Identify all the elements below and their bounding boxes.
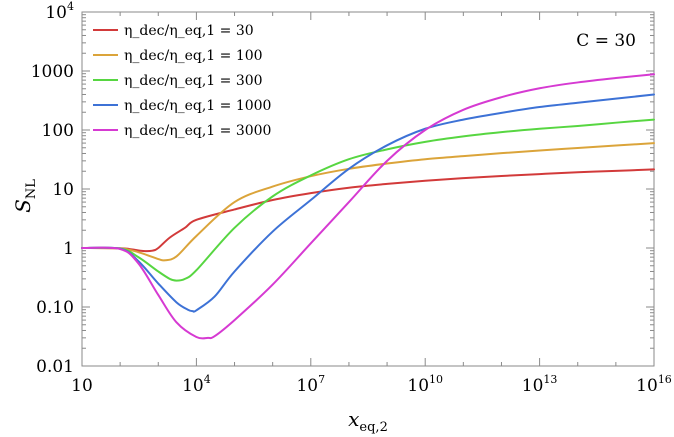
tick-marks bbox=[81, 11, 655, 367]
series-line-1 bbox=[81, 168, 655, 253]
legend-label-5: η_dec/η_eq,1 = 3000 bbox=[124, 123, 271, 139]
x-tick-label: 1010 bbox=[407, 373, 443, 396]
x-tick-label: 104 bbox=[182, 373, 211, 396]
x-tick-label: 1013 bbox=[522, 373, 558, 396]
series-line-3 bbox=[81, 118, 655, 282]
x-axis-label: xeq,2 bbox=[348, 407, 388, 435]
y-tick-label: 1 bbox=[63, 239, 74, 259]
y-tick-label: 104 bbox=[45, 0, 74, 23]
x-tick-labels: 10 104 107 1010 1013 1016 bbox=[71, 373, 672, 396]
y-tick-labels: 0.01 0.10 1 10 100 1000 104 bbox=[31, 0, 74, 377]
series-lines bbox=[81, 73, 655, 340]
y-tick-label: 0.10 bbox=[36, 298, 74, 318]
y-tick-label: 1000 bbox=[31, 62, 74, 82]
legend-label-1: η_dec/η_eq,1 = 30 bbox=[124, 23, 254, 39]
x-tick-label: 107 bbox=[296, 373, 325, 396]
series-line-4 bbox=[81, 93, 655, 313]
legend-label-2: η_dec/η_eq,1 = 100 bbox=[124, 48, 263, 64]
x-tick-label: 1016 bbox=[636, 373, 672, 396]
series-line-2 bbox=[81, 142, 655, 262]
plot-frame bbox=[81, 11, 655, 367]
y-tick-label: 10 bbox=[52, 180, 74, 200]
y-tick-label: 0.01 bbox=[36, 357, 74, 377]
legend-label-3: η_dec/η_eq,1 = 300 bbox=[124, 73, 263, 89]
legend-label-4: η_dec/η_eq,1 = 1000 bbox=[124, 98, 271, 114]
annotation-c-value: C = 30 bbox=[576, 31, 636, 51]
y-tick-label: 100 bbox=[42, 121, 74, 141]
series-line-5 bbox=[81, 73, 655, 340]
x-tick-label: 10 bbox=[71, 376, 93, 396]
y-axis-label: SNL bbox=[11, 179, 39, 213]
legend: η_dec/η_eq,1 = 30 η_dec/η_eq,1 = 100 η_dec… bbox=[93, 23, 271, 139]
